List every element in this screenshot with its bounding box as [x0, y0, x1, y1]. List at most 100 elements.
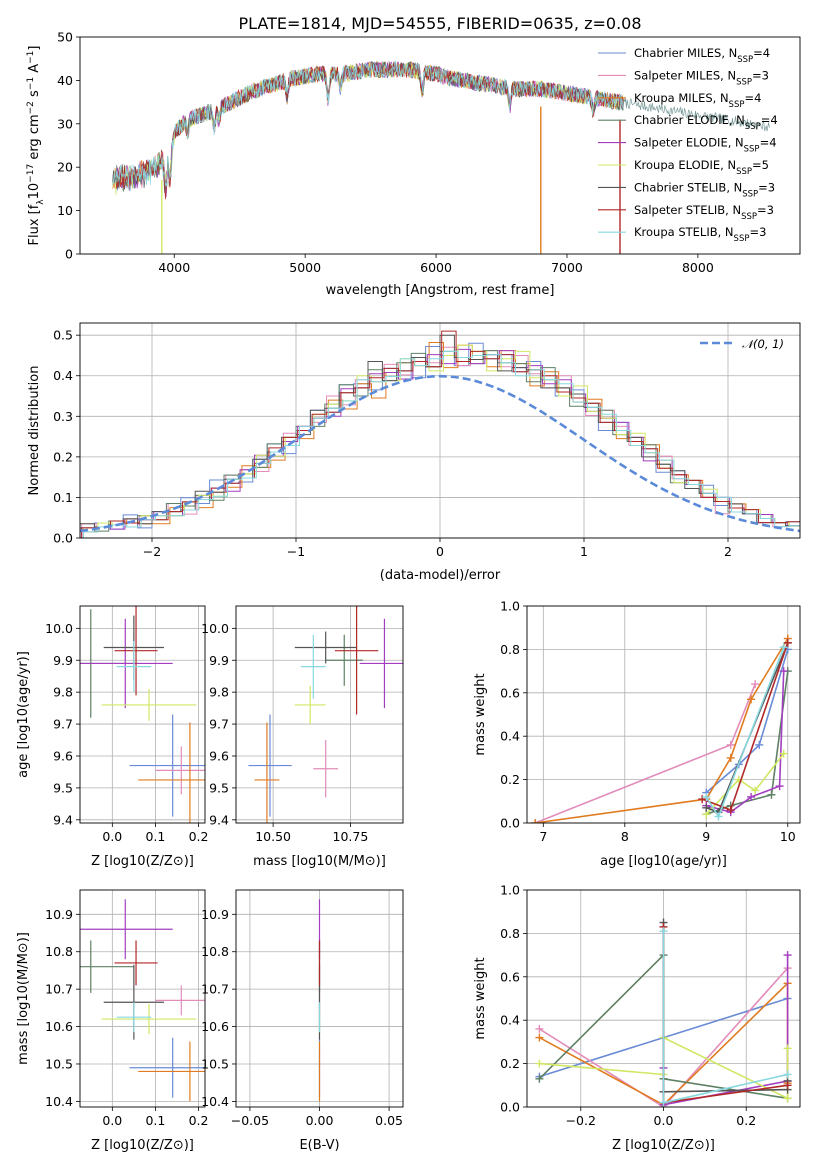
y-tick-label: 10.7: [45, 982, 73, 997]
errorbar-point: [101, 1004, 197, 1035]
x-tick-label: −2: [143, 544, 161, 559]
x-tick-label: 0.1: [145, 1113, 165, 1128]
y-tick-label: 10.4: [45, 1094, 73, 1109]
y-axis-label: mass weight: [473, 673, 488, 755]
x-tick-label: 0.00: [306, 1113, 334, 1128]
x-tick-label: 8: [621, 829, 629, 844]
y-tick-label: 10.4: [201, 1094, 229, 1109]
errorbar-point: [80, 618, 173, 709]
errorbar-point: [294, 685, 326, 725]
x-axis-label: Z [log10(Z/Z⊙)]: [91, 1138, 194, 1153]
plus-marker: [783, 951, 792, 960]
legend-label: 𝒩(0, 1): [742, 337, 784, 351]
axes-frame: [235, 605, 404, 824]
y-tick-label: 0.8: [500, 642, 520, 657]
mass-vs-Z-panel: 0.0 0.1 0.2 10.4 10.5 10.6 10.7 10.8 10.9 Z [log1…: [16, 889, 209, 1153]
plus-marker: [531, 819, 540, 823]
y-axis-label: mass weight: [473, 957, 488, 1039]
y-tick-label: 0.4: [500, 729, 520, 744]
y-tick-label: 0: [65, 247, 73, 262]
legend-label: Kroupa MILES, NSSP=4: [634, 91, 761, 110]
mass-weight-line: [662, 931, 788, 1104]
errorbar-point: [114, 940, 158, 986]
plot-area: [531, 634, 792, 823]
y-tick-label: 9.5: [209, 780, 229, 795]
spectrum-line: [112, 61, 624, 196]
x-tick-label: 0.2: [736, 1113, 756, 1128]
plus-marker: [698, 795, 707, 804]
y-tick-label: 0.4: [53, 368, 73, 383]
y-tick-label: 0.0: [500, 1100, 520, 1115]
x-axis-label: mass [log10(M/M⊙)]: [253, 854, 386, 869]
mass-weight-line: [705, 753, 785, 815]
y-tick-label: 10: [57, 203, 73, 218]
legend-label: Salpeter MILES, NSSP=3: [634, 68, 769, 87]
y-tick-label: 1.0: [500, 883, 520, 898]
grid-lines: [80, 606, 205, 823]
plot-area: [80, 330, 800, 538]
plus-marker: [535, 1033, 544, 1042]
x-tick-label: 2: [724, 544, 732, 559]
errorbar-point: [248, 714, 292, 817]
plus-marker: [726, 805, 735, 814]
axes-frame: [526, 605, 801, 824]
y-tick-label: 10.7: [201, 982, 229, 997]
y-tick-label: 10.5: [45, 1056, 73, 1071]
errorbar-point: [359, 618, 403, 709]
figure-title: PLATE=1814, MJD=54555, FIBERID=0635, z=0…: [238, 14, 641, 33]
y-tick-label: 9.9: [209, 653, 229, 668]
errorbar-point: [334, 606, 379, 715]
y-tick-label: 0.2: [500, 1056, 520, 1071]
plus-marker: [783, 1070, 792, 1079]
y-tick-label: 10.8: [45, 944, 73, 959]
y-tick-label: 10.9: [45, 907, 73, 922]
y-tick-label: 0.2: [500, 772, 520, 787]
y-tick-label: 9.6: [209, 748, 229, 763]
grid-lines: [236, 606, 403, 823]
errorbar-point: [114, 606, 158, 696]
plus-marker: [702, 803, 711, 812]
x-tick-label: −0.05: [231, 1113, 269, 1128]
y-tick-label: 10.0: [201, 621, 229, 636]
y-tick-label: 0.4: [500, 1013, 520, 1028]
legend-label: Chabrier ELODIE, NSSP=4: [634, 113, 778, 132]
legend-label: Salpeter STELIB, NSSP=3: [634, 203, 774, 222]
x-tick-label: 7000: [551, 260, 583, 275]
legend-label: Chabrier MILES, NSSP=4: [634, 46, 770, 65]
histogram-step: [81, 330, 800, 538]
plus-marker: [702, 792, 711, 801]
legend-label: Chabrier STELIB, NSSP=3: [634, 180, 775, 199]
y-tick-label: 10.6: [201, 1019, 229, 1034]
x-tick-label: 0.1: [145, 829, 165, 844]
y-tick-label: 30: [57, 116, 73, 131]
mass-weight-line: [662, 922, 789, 1093]
x-tick-label: −0.2: [566, 1113, 596, 1128]
errorbar-point: [155, 985, 205, 1016]
y-tick-label: 10.9: [201, 907, 229, 922]
y-axis-label: Normed distribution: [27, 366, 42, 496]
x-axis-label: Z [log10(Z/Z⊙)]: [91, 854, 194, 869]
errorbar-point: [80, 899, 173, 960]
plus-marker: [783, 1044, 792, 1053]
errorbar-point: [138, 722, 205, 823]
mass-vs-EBV-panel: −0.05 0.00 0.05 10.4 10.5 10.6 10.7 10.8 10.9 E(B…: [201, 889, 404, 1153]
y-tick-label: 50: [57, 30, 73, 45]
spectrum-panel: 4000 5000 6000 7000 8000 0 10 20 30 40 50 wavelengt…: [26, 30, 801, 298]
x-tick-label: 1: [580, 544, 588, 559]
x-tick-label: 0.2: [189, 1113, 209, 1128]
errorbar-point: [254, 722, 280, 823]
errorbar-point: [129, 1037, 205, 1098]
x-tick-label: 9: [702, 829, 710, 844]
axes-frame: [79, 36, 801, 255]
normal-reference-curve: [80, 374, 800, 533]
x-tick-label: 5000: [289, 260, 321, 275]
mass-weight-vs-Z-panel: −0.2 0.0 0.2 0.0 0.2 0.4 0.6 0.8 1.0 Z [log10(Z/Z…: [473, 883, 801, 1153]
y-axis-label: Flux [fλ10−17 erg cm−2 s−1 A−1]: [26, 46, 46, 246]
y-tick-label: 0.1: [53, 490, 73, 505]
y-tick-label: 9.8: [53, 685, 73, 700]
y-tick-label: 9.7: [209, 717, 229, 732]
y-tick-label: 1.0: [500, 599, 520, 614]
x-tick-label: 7: [539, 829, 547, 844]
histogram-step: [83, 350, 800, 538]
y-tick-label: 0.0: [53, 531, 73, 546]
